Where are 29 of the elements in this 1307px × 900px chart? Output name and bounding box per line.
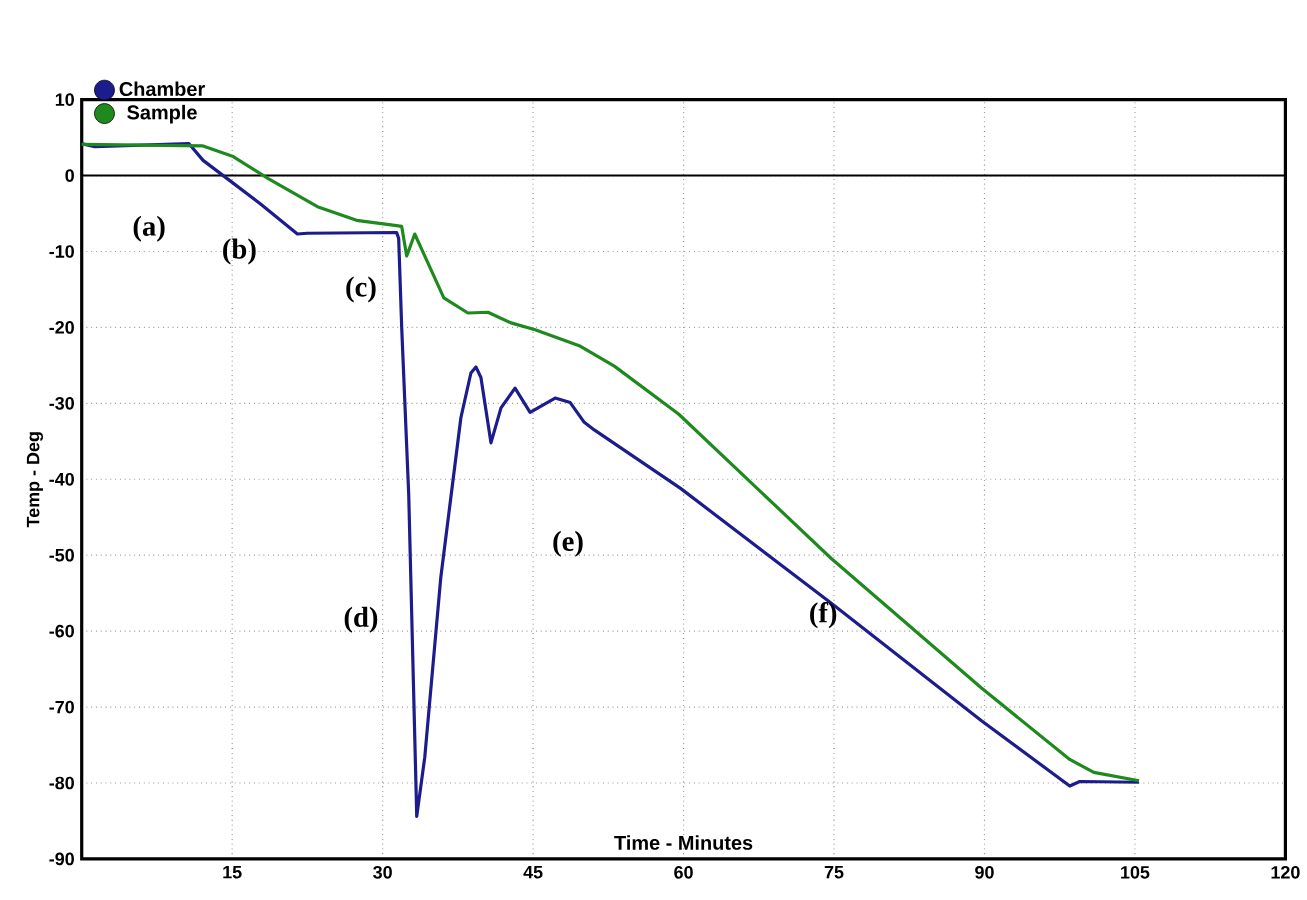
annotation: (e) [553,530,583,557]
annotation: (c) [346,276,376,303]
annotation: (a) [133,215,165,242]
y-tick-label: -50 [49,548,74,562]
annotation: (b) [223,238,256,265]
x-tick-label: 45 [523,866,543,879]
y-tick-label: -20 [49,321,74,334]
y-tick-label: 0 [65,169,74,183]
y-tick-label: -90 [49,852,74,866]
x-axis-title: Time - Minutes [614,835,753,850]
legend-label: Chamber [119,81,205,97]
x-tick-label: 120 [1271,866,1300,879]
x-tick-label: 105 [1121,866,1150,879]
x-tick-label: 75 [824,866,844,879]
x-tick-label: 15 [223,866,242,879]
legend-label: Sample [127,104,197,124]
annotation: (f) [810,602,837,629]
y-tick-label: -40 [49,473,74,486]
x-tick-label: 90 [975,866,994,879]
y-tick-label: -70 [49,700,74,714]
y-axis-title: Temp - Deg [26,432,44,528]
y-tick-label: -80 [49,776,74,790]
y-tick-label: 10 [55,93,74,107]
annotation: (d) [344,606,378,633]
y-tick-label: -10 [49,245,74,258]
y-tick-label: -30 [49,397,74,410]
x-tick-label: 30 [373,866,392,879]
y-tick-label: -60 [49,624,74,638]
x-tick-label: 60 [674,866,693,879]
